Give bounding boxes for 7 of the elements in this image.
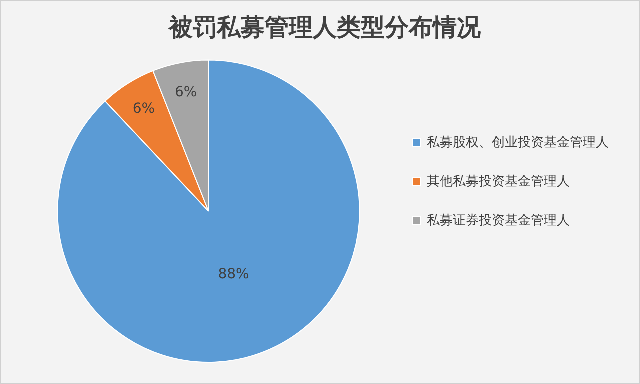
chart-title: 被罚私募管理人类型分布情况 bbox=[168, 12, 482, 42]
data-label: 6% bbox=[174, 84, 198, 100]
data-label: 88% bbox=[218, 266, 250, 282]
legend-label: 私募证券投资基金管理人 bbox=[427, 213, 570, 228]
legend-label: 其他私募投资基金管理人 bbox=[427, 174, 570, 190]
legend-label: 私募股权、创业投资基金管理人 bbox=[427, 135, 609, 150]
data-label: 6% bbox=[132, 100, 156, 117]
